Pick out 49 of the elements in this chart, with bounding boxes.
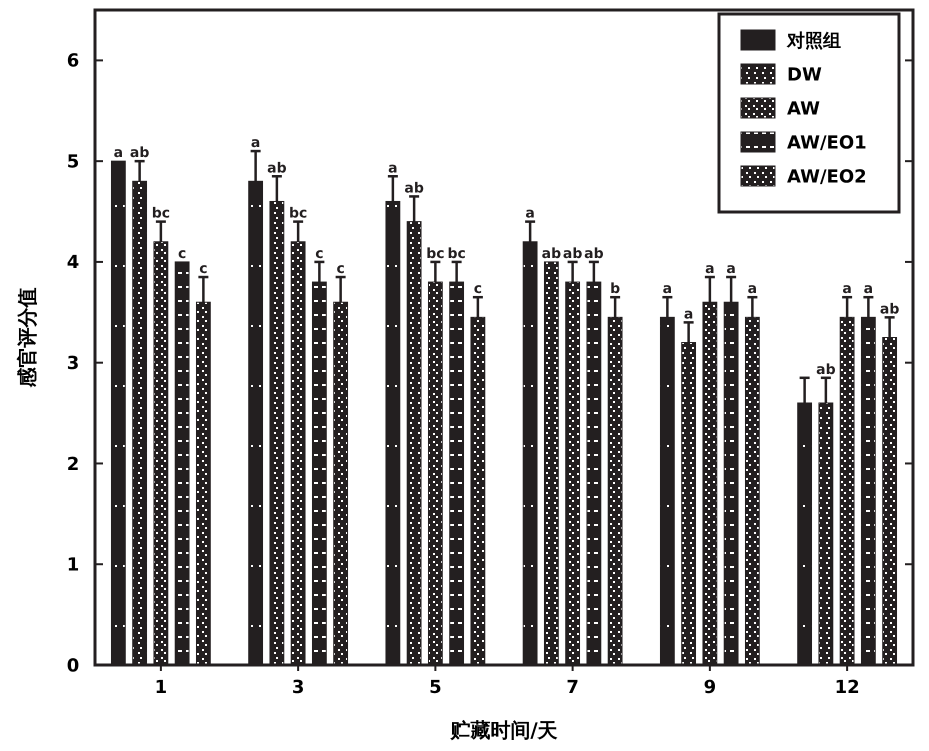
data-label: a [726, 261, 736, 278]
data-label: a [842, 281, 852, 298]
data-label: bc [152, 206, 170, 222]
data-label: a [662, 281, 672, 298]
data-label: c [336, 261, 345, 278]
data-label: a [250, 135, 260, 152]
data-label: a [864, 281, 874, 298]
data-label: b [610, 281, 620, 298]
legend-label: AW/EO1 [787, 132, 867, 154]
x-axis-title: 贮藏时间/天 [449, 718, 558, 742]
x-tick-label: 12 [834, 677, 860, 698]
legend-label: AW/EO2 [787, 166, 867, 188]
x-tick-label: 7 [566, 677, 579, 698]
data-label: ab [816, 362, 836, 378]
data-label: c [474, 281, 482, 298]
x-tick-label: 1 [154, 677, 168, 698]
y-tick-label: 1 [66, 554, 80, 576]
legend-label: AW [787, 98, 820, 120]
data-label: a [388, 160, 398, 176]
data-label: a [525, 206, 535, 222]
x-tick-label: 5 [429, 677, 442, 698]
x-tick-label: 3 [292, 677, 304, 698]
data-label: bc [447, 246, 466, 262]
data-label: c [315, 246, 324, 262]
y-tick-label: 0 [66, 655, 80, 676]
data-label: ab [584, 246, 604, 262]
data-label: a [114, 145, 124, 162]
data-label: ab [130, 145, 150, 162]
data-label: bc [288, 206, 308, 222]
data-label: a [748, 281, 758, 298]
y-tick-label: 6 [66, 50, 80, 72]
y-tick-label: 2 [66, 454, 80, 475]
data-label: ab [267, 160, 287, 176]
x-tick-label: 9 [704, 677, 716, 698]
y-axis-title: 感官评分值 [15, 288, 39, 388]
data-label: ab [542, 246, 562, 262]
data-label: c [199, 261, 208, 278]
y-tick-label: 5 [66, 151, 80, 172]
legend-label: DW [787, 64, 822, 86]
y-tick-label: 3 [66, 352, 80, 374]
data-label: a [684, 306, 694, 322]
data-label: c [178, 246, 186, 262]
data-label: ab [404, 180, 424, 196]
legend-label: 对照组 [786, 30, 841, 52]
data-label: ab [880, 301, 900, 318]
data-label: bc [426, 246, 445, 262]
data-label: ab [562, 246, 582, 262]
data-label: a [705, 261, 715, 278]
y-tick-label: 4 [66, 252, 80, 274]
